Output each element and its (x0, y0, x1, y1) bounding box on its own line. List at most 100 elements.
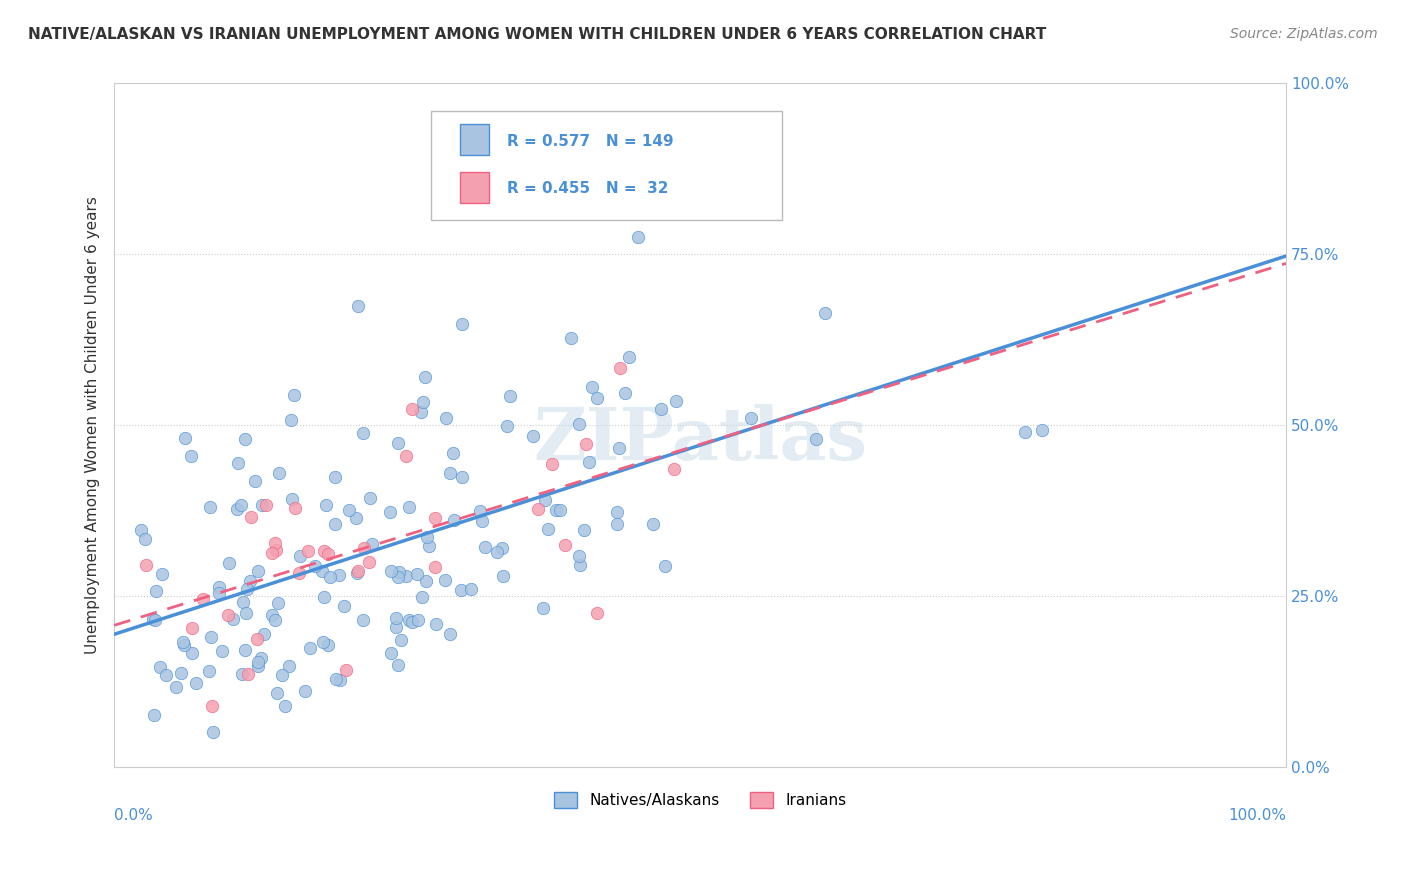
Natives/Alaskans (439, 466, 461, 480)
Natives/Alaskans (235, 606, 257, 620)
Natives/Alaskans (537, 522, 560, 536)
Natives/Alaskans (278, 659, 301, 673)
Text: 0.0%: 0.0% (114, 808, 153, 823)
Natives/Alaskans (378, 505, 401, 519)
Natives/Alaskans (352, 426, 374, 441)
Natives/Alaskans (627, 229, 650, 244)
Natives/Alaskans (165, 681, 187, 695)
Natives/Alaskans (211, 644, 233, 658)
Iranians (254, 498, 277, 512)
Natives/Alaskans (200, 630, 222, 644)
Natives/Alaskans (233, 432, 256, 446)
Natives/Alaskans (218, 556, 240, 570)
Iranians (609, 361, 631, 376)
Natives/Alaskans (560, 331, 582, 345)
Natives/Alaskans (581, 380, 603, 394)
Iranians (284, 500, 307, 515)
Natives/Alaskans (495, 419, 517, 434)
Iranians (287, 566, 309, 580)
Natives/Alaskans (443, 513, 465, 527)
Natives/Alaskans (814, 305, 837, 319)
Natives/Alaskans (385, 611, 408, 625)
Natives/Alaskans (236, 582, 259, 596)
Iranians (236, 666, 259, 681)
Natives/Alaskans (319, 570, 342, 584)
Natives/Alaskans (499, 389, 522, 403)
Iranians (353, 541, 375, 555)
Natives/Alaskans (246, 565, 269, 579)
Natives/Alaskans (245, 475, 267, 489)
Natives/Alaskans (568, 549, 591, 563)
Y-axis label: Unemployment Among Women with Children Under 6 years: Unemployment Among Women with Children U… (86, 196, 100, 655)
Natives/Alaskans (253, 627, 276, 641)
Natives/Alaskans (249, 651, 271, 665)
Text: R = 0.455   N =  32: R = 0.455 N = 32 (506, 180, 668, 195)
Natives/Alaskans (328, 568, 350, 582)
Natives/Alaskans (311, 564, 333, 578)
Iranians (395, 449, 418, 463)
Natives/Alaskans (468, 504, 491, 518)
Natives/Alaskans (172, 634, 194, 648)
Iranians (263, 535, 285, 549)
Iranians (575, 436, 598, 450)
Natives/Alaskans (174, 431, 197, 445)
Natives/Alaskans (522, 429, 544, 443)
Natives/Alaskans (316, 638, 339, 652)
Natives/Alaskans (173, 638, 195, 652)
Iranians (297, 543, 319, 558)
Natives/Alaskans (617, 351, 640, 365)
Natives/Alaskans (155, 667, 177, 681)
Natives/Alaskans (804, 432, 827, 446)
Natives/Alaskans (281, 492, 304, 507)
Iranians (312, 544, 335, 558)
Natives/Alaskans (441, 446, 464, 460)
Natives/Alaskans (411, 405, 433, 419)
Natives/Alaskans (352, 613, 374, 627)
Natives/Alaskans (247, 655, 270, 669)
Natives/Alaskans (398, 500, 420, 515)
Natives/Alaskans (418, 539, 440, 553)
Natives/Alaskans (434, 411, 457, 425)
Natives/Alaskans (263, 613, 285, 627)
Natives/Alaskans (134, 532, 156, 546)
Natives/Alaskans (643, 516, 665, 531)
Natives/Alaskans (491, 541, 513, 556)
FancyBboxPatch shape (460, 125, 489, 155)
Natives/Alaskans (235, 643, 257, 657)
Natives/Alaskans (131, 524, 153, 538)
Natives/Alaskans (361, 537, 384, 551)
Natives/Alaskans (197, 664, 219, 678)
Natives/Alaskans (232, 595, 254, 609)
Natives/Alaskans (387, 435, 409, 450)
Natives/Alaskans (389, 632, 412, 647)
Natives/Alaskans (231, 667, 253, 681)
Text: R = 0.577   N = 149: R = 0.577 N = 149 (506, 134, 673, 149)
Natives/Alaskans (450, 470, 472, 484)
Natives/Alaskans (260, 608, 283, 623)
Natives/Alaskans (460, 582, 482, 596)
FancyBboxPatch shape (460, 172, 489, 203)
Natives/Alaskans (274, 699, 297, 714)
Natives/Alaskans (170, 666, 193, 681)
Natives/Alaskans (294, 683, 316, 698)
Natives/Alaskans (1031, 423, 1053, 437)
Natives/Alaskans (315, 498, 337, 512)
Natives/Alaskans (198, 500, 221, 514)
Natives/Alaskans (650, 402, 672, 417)
Natives/Alaskans (247, 659, 270, 673)
Natives/Alaskans (323, 470, 346, 484)
Natives/Alaskans (145, 583, 167, 598)
Natives/Alaskans (606, 505, 628, 519)
Natives/Alaskans (359, 491, 381, 505)
Natives/Alaskans (150, 567, 173, 582)
Iranians (527, 501, 550, 516)
Natives/Alaskans (143, 613, 166, 627)
Natives/Alaskans (380, 646, 402, 660)
Natives/Alaskans (332, 599, 354, 613)
Natives/Alaskans (572, 523, 595, 537)
Natives/Alaskans (395, 569, 418, 583)
Iranians (423, 559, 446, 574)
Natives/Alaskans (280, 413, 302, 427)
Natives/Alaskans (267, 596, 290, 610)
Natives/Alaskans (180, 646, 202, 660)
